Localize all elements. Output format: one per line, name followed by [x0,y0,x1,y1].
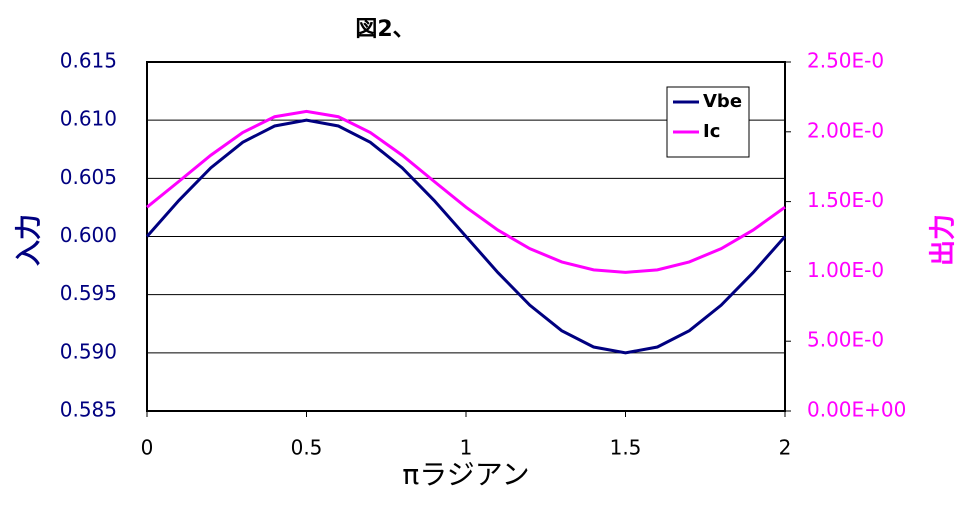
y2-axis-title: 出力 [929,214,959,266]
y2-tick-label: 1.50E-0 [807,188,884,212]
y2-tick-label: 2.50E-0 [807,49,884,73]
x-tick-label: 1 [460,436,473,460]
y-tick-label: 0.600 [60,223,117,247]
x-tick-label: 0.5 [291,436,323,460]
y-tick-label: 0.605 [60,165,117,189]
legend-box [666,86,750,158]
series-line [145,118,787,355]
legend-label: Vbe [703,91,742,112]
y2-tick-label: 5.00E-0 [807,328,884,352]
x-tick-label: 2 [779,436,792,460]
series-line [146,109,786,274]
legend-label: Ic [703,121,720,142]
y2-tick-label: 1.00E-0 [807,258,884,282]
y-tick-label: 0.590 [60,339,117,363]
y-tick-label: 0.615 [60,49,117,73]
y2-tick-label: 2.00E-0 [807,118,884,142]
x-tick-label: 0 [141,436,154,460]
y-tick-label: 0.585 [60,398,117,422]
chart-title: 図2、 [355,17,414,42]
x-axis-title: πラジアン [402,458,529,491]
y2-tick-label: 0.00E+00 [807,398,906,422]
y-axis-title: 入力 [15,214,45,266]
y-tick-label: 0.595 [60,281,117,305]
y-tick-label: 0.610 [60,107,117,131]
x-tick-label: 1.5 [610,436,642,460]
